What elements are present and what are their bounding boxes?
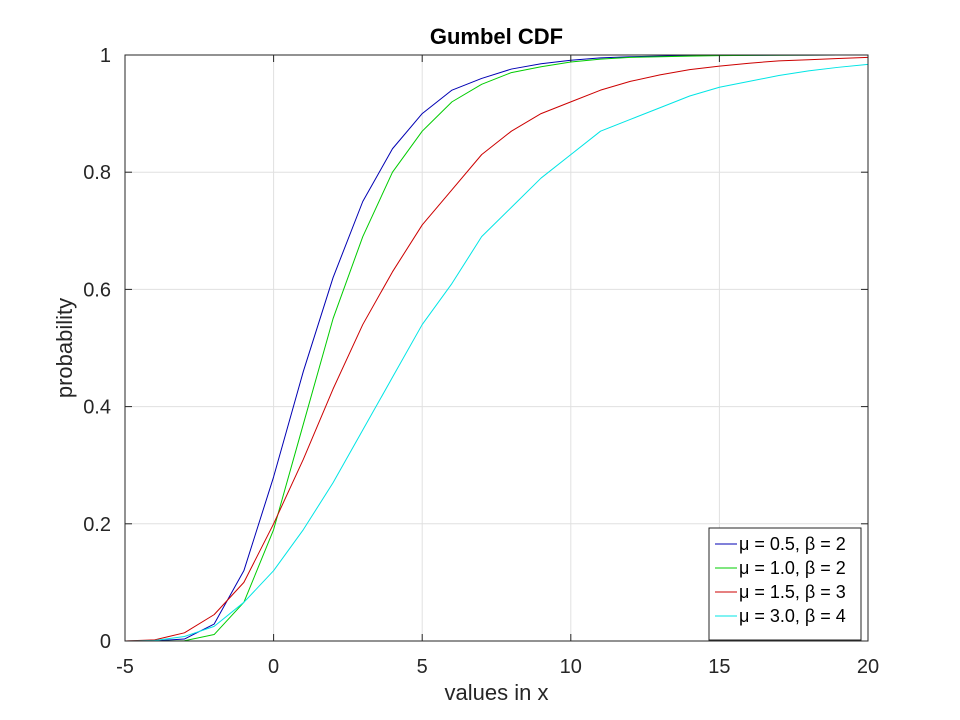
series-line-3 [124, 56, 869, 642]
x-axis-label: values in x [445, 680, 549, 705]
legend-items: μ = 0.5, β = 2 μ = 1.0, β = 2 μ = 1.5, β =… [715, 534, 846, 626]
legend-label: μ = 3.0, β = 4 [739, 606, 846, 626]
legend-label: μ = 1.0, β = 2 [739, 558, 846, 578]
chart-title: Gumbel CDF [430, 24, 563, 49]
plot-frame [124, 54, 869, 642]
x-tick-label: 20 [857, 656, 879, 678]
y-tick-label: 0 [100, 631, 111, 653]
x-tick-label: 10 [560, 656, 582, 678]
y-tick-label: 0.8 [83, 162, 111, 184]
legend: μ = 0.5, β = 2 μ = 1.0, β = 2 μ = 1.5, β =… [708, 527, 862, 641]
legend-box [708, 527, 862, 641]
y-tick-label: 0.2 [83, 514, 111, 536]
legend-label: μ = 0.5, β = 2 [739, 534, 846, 554]
y-tick-label: 1 [100, 45, 111, 67]
x-tick-label: -5 [116, 656, 134, 678]
series-line-4 [124, 63, 869, 642]
y-tick-label: 0.4 [83, 397, 111, 419]
legend-label: μ = 1.5, β = 3 [739, 582, 846, 602]
x-tick-label: 15 [708, 656, 730, 678]
y-axis-label: probability [52, 298, 77, 398]
x-tick-label: 0 [268, 656, 279, 678]
x-tick-label: 5 [417, 656, 428, 678]
y-tick-label: 0.6 [83, 279, 111, 301]
